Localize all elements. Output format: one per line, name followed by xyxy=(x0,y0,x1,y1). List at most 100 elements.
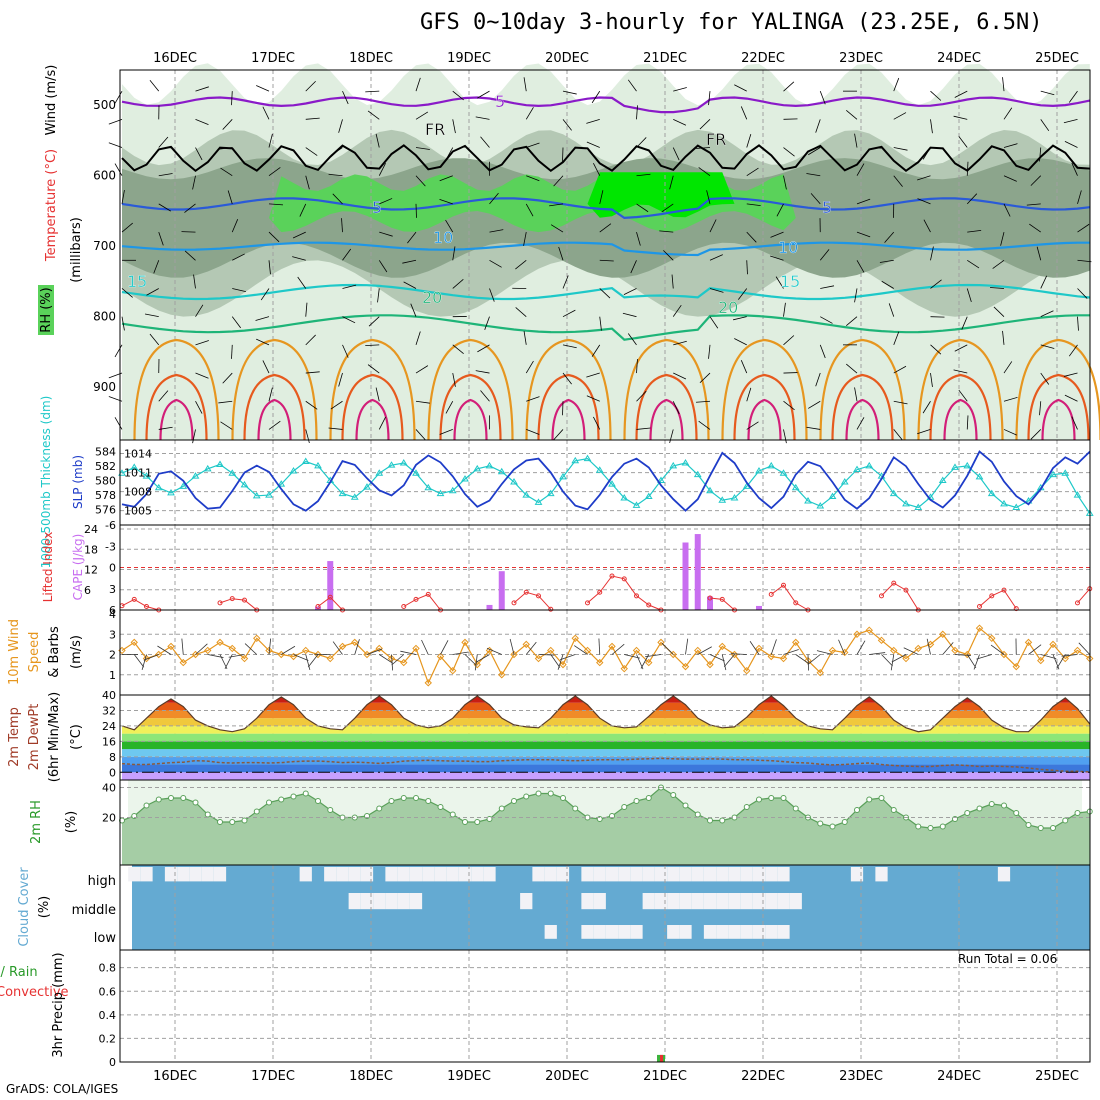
wind-barb xyxy=(195,372,209,379)
wind-barb xyxy=(783,400,795,411)
wind-barb xyxy=(328,173,343,177)
cloud-gap xyxy=(581,925,594,939)
rh-point xyxy=(939,823,946,830)
rh-point xyxy=(756,796,762,803)
wind-barb xyxy=(930,279,942,289)
warm-contour xyxy=(1027,373,1090,441)
cloud-gap xyxy=(605,925,619,939)
wind-barb xyxy=(869,652,886,655)
rh-point xyxy=(327,807,334,813)
wind-barb xyxy=(268,638,272,655)
label-wind-c: & Barbs xyxy=(47,626,62,678)
rh-point xyxy=(645,795,652,801)
wind-barb xyxy=(218,400,233,404)
wind-barb xyxy=(807,654,821,665)
wind-barb xyxy=(141,654,147,670)
wind-barb xyxy=(1039,147,1042,162)
thickness-marker xyxy=(902,499,910,507)
wind-barb xyxy=(808,147,821,156)
wind-barb xyxy=(475,370,490,374)
wind-barb xyxy=(734,338,747,346)
wind-barb xyxy=(1002,330,1005,345)
rh-point xyxy=(217,819,223,825)
wind-barb xyxy=(305,371,320,374)
wind-barb xyxy=(328,427,343,430)
wind-speed-marker xyxy=(767,652,775,661)
wind-barb xyxy=(636,203,649,213)
wind-barb xyxy=(525,641,537,655)
wind-barb xyxy=(133,654,145,668)
lifted-index-line xyxy=(121,598,159,611)
wind-barb xyxy=(636,231,641,246)
cloud-gap xyxy=(740,867,753,882)
rh-point xyxy=(449,811,456,818)
wind-barb xyxy=(550,654,561,668)
wind-barb xyxy=(158,203,171,212)
lifted-index-point xyxy=(891,580,897,586)
cloud-gap xyxy=(520,893,533,910)
wind-barb xyxy=(509,638,515,655)
wind-barb xyxy=(958,136,968,148)
wind-barb xyxy=(368,316,380,327)
wind-barb xyxy=(195,147,203,161)
thickness-marker xyxy=(693,470,702,478)
wind-barb xyxy=(930,246,934,261)
rh-point xyxy=(535,790,542,797)
rh-point xyxy=(474,819,481,825)
wind-speed-marker xyxy=(375,644,383,653)
thickness-marker xyxy=(779,469,788,476)
lifted-tick: -3 xyxy=(105,540,116,553)
wind-barb xyxy=(856,417,865,430)
pressure-tick: 500 xyxy=(93,98,116,112)
wind-barb xyxy=(917,429,931,435)
contour-label: 15 xyxy=(127,272,147,291)
lifted-index-point xyxy=(548,606,554,612)
cape-vgrid xyxy=(174,525,1058,610)
temp-line xyxy=(121,695,1091,733)
wind-barb xyxy=(378,163,386,176)
contour-label: 5 xyxy=(822,198,832,217)
wind-barb xyxy=(881,280,894,289)
cloud-gap xyxy=(716,867,729,882)
wind-speed-marker xyxy=(645,658,653,667)
wind-barb xyxy=(403,281,417,289)
warm-contour xyxy=(819,338,906,441)
label-lifted: Lifted Index xyxy=(41,532,55,603)
wind-speed-marker xyxy=(877,636,886,645)
wind-barb xyxy=(149,333,160,346)
wind-speed-marker xyxy=(816,669,824,677)
wind-barb xyxy=(281,645,296,655)
wind-barb xyxy=(730,653,747,655)
cloud-gap xyxy=(765,893,778,910)
rh-point xyxy=(670,792,677,798)
wind-barb xyxy=(558,246,564,261)
wind-barb xyxy=(305,175,310,190)
rh-point xyxy=(1062,817,1069,824)
wind-barb xyxy=(599,223,612,233)
lifted-index-point xyxy=(511,600,517,606)
cloud-gap xyxy=(630,925,643,939)
wind-barb xyxy=(562,344,577,349)
precip-vgrid xyxy=(174,950,1058,1062)
cloud-gap xyxy=(618,925,631,939)
wind-barb xyxy=(307,654,319,668)
lifted-index-point xyxy=(903,587,909,593)
thickness-marker xyxy=(167,488,175,496)
wind-barb xyxy=(846,316,858,326)
slp-tick: 1014 xyxy=(124,448,152,461)
wind-barb xyxy=(391,654,394,671)
wind-barb xyxy=(526,429,540,435)
cloud-gap xyxy=(140,867,153,882)
wind-barb xyxy=(475,654,490,663)
cloud-gap xyxy=(581,867,594,882)
contour-minus5 xyxy=(121,96,1091,114)
wind-barb xyxy=(232,253,245,261)
pressure-tick: 800 xyxy=(93,310,116,324)
wind-barb xyxy=(740,106,748,120)
cloud-gap xyxy=(409,893,423,910)
wind-barb xyxy=(992,259,1005,269)
rh-point xyxy=(621,804,628,810)
lifted-index-point xyxy=(989,593,995,599)
cloud-gap xyxy=(875,867,888,882)
date-label-bottom: 23DEC xyxy=(839,1069,883,1084)
